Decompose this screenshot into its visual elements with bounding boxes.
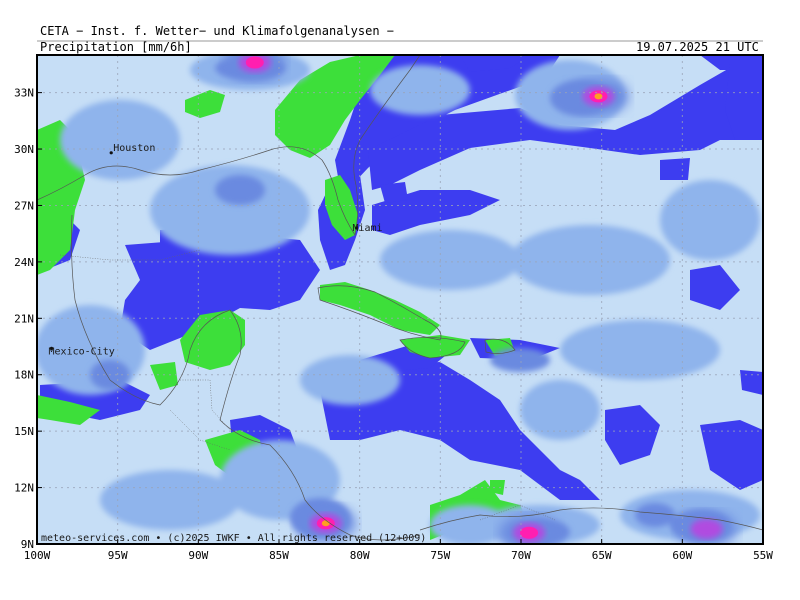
lat-tick-label: 30N xyxy=(14,143,34,156)
lat-tick-label: 33N xyxy=(14,87,34,100)
city-marker xyxy=(49,346,54,350)
coastlines xyxy=(37,55,763,541)
lat-tick-label: 12N xyxy=(14,482,34,495)
lon-tick-label: 90W xyxy=(188,549,208,562)
parameter-title: Precipitation [mm/6h] xyxy=(40,40,192,54)
lat-tick-label: 24N xyxy=(14,256,34,269)
map-body xyxy=(37,55,763,544)
precip-maximum-4 xyxy=(676,510,737,544)
precip-maximum-2 xyxy=(224,55,285,81)
lon-tick-label: 95W xyxy=(108,549,128,562)
lon-tick-label: 100W xyxy=(24,549,51,562)
lon-tick-label: 65W xyxy=(592,549,612,562)
city-marker xyxy=(109,151,113,155)
country-borders xyxy=(59,249,556,521)
precip-maximum-0 xyxy=(568,78,629,115)
credit-line: meteo-services.com • (c)2025 IWKF • All … xyxy=(41,533,426,544)
lat-tick-label: 15N xyxy=(14,425,34,438)
city-label: Houston xyxy=(113,143,155,154)
lon-tick-label: 80W xyxy=(350,549,370,562)
precip-maximum-1 xyxy=(295,505,356,542)
lat-tick-label: 21N xyxy=(14,312,34,325)
precip-maxima xyxy=(224,55,737,544)
lon-tick-label: 85W xyxy=(269,549,289,562)
lon-tick-label: 70W xyxy=(511,549,531,562)
city-miami: Miami xyxy=(352,223,382,234)
city-marker xyxy=(354,226,359,230)
producer-title: CETA − Inst. f. Wetter− und Klimafolgena… xyxy=(40,24,395,38)
city-label: Mexico-City xyxy=(49,346,115,357)
precip-maximum-3 xyxy=(499,514,560,544)
city-label: Miami xyxy=(352,223,382,234)
lat-tick-label: 18N xyxy=(14,369,34,382)
lon-tick-label: 75W xyxy=(430,549,450,562)
lon-tick-label: 60W xyxy=(672,549,692,562)
lat-tick-label: 9N xyxy=(21,538,34,551)
city-labels: Houston Miami Mexico-City xyxy=(49,143,383,358)
axis-ticks: 100W 95W 90W 85W 80W 75W 70W 65W 60W 55W 33N 30N 27N… xyxy=(14,87,773,562)
city-mexico-city: Mexico-City xyxy=(49,346,115,357)
valid-time: 19.07.2025 21 UTC xyxy=(636,40,759,54)
graticule xyxy=(37,55,763,544)
lat-tick-label: 27N xyxy=(14,199,34,212)
city-houston: Houston xyxy=(109,143,155,155)
lon-tick-label: 55W xyxy=(753,549,773,562)
map-frame xyxy=(36,54,764,545)
